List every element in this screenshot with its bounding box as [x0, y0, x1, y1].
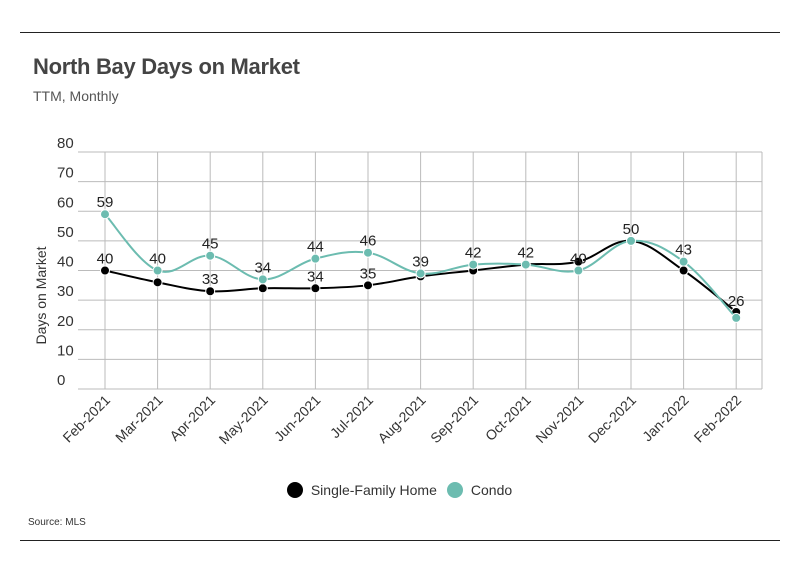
x-tick-label: Feb-2021: [59, 392, 113, 446]
x-tick-label: Oct-2021: [482, 392, 534, 444]
data-point-single-family: [152, 277, 163, 288]
data-label-condo: 59: [97, 194, 114, 211]
y-tick-label: 30: [57, 283, 74, 300]
data-point-condo: [520, 259, 531, 270]
y-tick-label: 70: [57, 165, 74, 182]
chart-title: North Bay Days on Market: [33, 54, 300, 79]
legend-label-single-family: Single-Family Home: [310, 482, 437, 498]
legend-label-condo: Condo: [470, 482, 513, 498]
y-tick-label: 50: [57, 224, 74, 241]
top-rule: [20, 32, 780, 33]
y-tick-label: 20: [57, 313, 74, 330]
data-point-condo: [678, 256, 689, 267]
x-tick-label: Nov-2021: [532, 392, 586, 446]
data-point-condo: [626, 235, 636, 246]
data-label-condo: 43: [675, 242, 692, 259]
data-point-condo: [257, 274, 268, 285]
data-label-single-family: 35: [360, 265, 377, 282]
legend: Single-Family Home Condo: [0, 482, 799, 498]
x-tick-label: Aug-2021: [374, 392, 428, 446]
data-point-condo: [363, 247, 373, 258]
y-tick-label: 60: [57, 194, 74, 211]
x-tick-label: Dec-2021: [585, 392, 639, 446]
data-point-single-family: [205, 286, 216, 297]
data-label-condo: 45: [202, 236, 219, 253]
chart-subtitle: TTM, Monthly: [33, 88, 119, 104]
legend-item-single-family: Single-Family Home: [286, 482, 437, 498]
data-label-condo: 46: [360, 233, 377, 250]
x-tick-label: Feb-2022: [691, 392, 745, 446]
x-tick-label: Apr-2021: [166, 392, 218, 444]
data-label-single-family: 40: [97, 251, 114, 268]
data-point-condo: [310, 253, 321, 264]
data-label-condo: 42: [517, 245, 534, 262]
y-tick-label: 40: [57, 254, 74, 271]
data-point-condo: [152, 265, 163, 276]
x-tick-label: Jan-2022: [639, 392, 692, 445]
x-tick-label: Jun-2021: [271, 392, 324, 445]
data-point-single-family: [678, 265, 689, 276]
data-label-condo: 42: [465, 245, 482, 262]
x-tick-label: Sep-2021: [427, 392, 481, 446]
x-tick-label: Mar-2021: [112, 392, 166, 446]
data-label-condo: 39: [412, 253, 429, 270]
legend-item-condo: Condo: [446, 482, 513, 498]
data-label-condo: 34: [254, 259, 271, 276]
data-label-condo: 44: [307, 239, 324, 256]
legend-marker-condo: [446, 482, 463, 498]
data-label-condo: 40: [149, 251, 166, 268]
x-tick-label: May-2021: [216, 392, 271, 447]
data-point-condo: [573, 265, 584, 276]
data-point-condo: [468, 259, 479, 270]
data-label-condo: 50: [623, 221, 640, 238]
source-note: Source: MLS: [28, 517, 86, 528]
bottom-rule: [20, 540, 780, 541]
data-point-single-family: [363, 280, 373, 291]
data-point-condo: [205, 250, 216, 261]
y-tick-label: 10: [57, 342, 74, 359]
data-label-single-family: 33: [202, 271, 219, 288]
data-point-single-family: [310, 283, 321, 294]
data-point-condo: [100, 209, 110, 220]
data-label-condo: 40: [570, 251, 587, 268]
y-tick-label: 0: [57, 372, 65, 389]
data-point-condo: [415, 268, 426, 279]
y-axis-label: Days on Market: [33, 246, 49, 344]
data-label-single-family: 34: [307, 268, 324, 285]
data-point-single-family: [100, 265, 110, 276]
data-point-single-family: [257, 283, 268, 294]
legend-marker-single-family: [286, 482, 303, 498]
x-tick-label: Jul-2021: [327, 392, 376, 441]
data-label-single-family: 26: [728, 293, 745, 310]
data-point-condo: [731, 312, 742, 323]
y-tick-label: 80: [57, 135, 74, 152]
